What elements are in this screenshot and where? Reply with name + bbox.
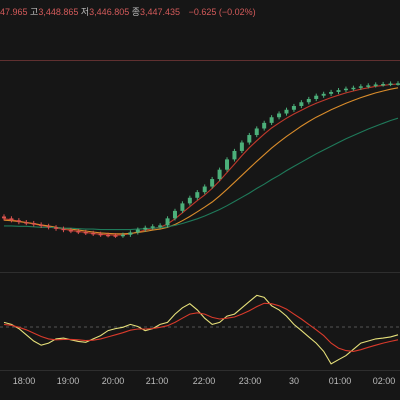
close-value: 3,447.435 xyxy=(140,7,181,17)
oscillator-fast-line xyxy=(3,294,399,365)
candle-body xyxy=(143,227,148,230)
low-label: 저 xyxy=(80,7,90,17)
candle-body xyxy=(31,223,36,225)
candle-body xyxy=(46,225,51,228)
candle-body xyxy=(314,95,319,99)
candle-body xyxy=(210,179,215,187)
candle-body xyxy=(158,225,163,227)
ma-slow-line xyxy=(4,117,399,231)
candle-body xyxy=(239,142,244,151)
open-value: 47.965 xyxy=(0,7,28,17)
time-tick-label: 18:00 xyxy=(12,376,36,386)
candle-body xyxy=(329,91,334,94)
price-chart[interactable] xyxy=(0,0,400,372)
candle-body xyxy=(358,86,363,88)
candle-body xyxy=(232,150,237,160)
candle-body xyxy=(217,169,222,180)
candle-body xyxy=(284,109,289,114)
candle-body xyxy=(343,88,348,91)
ohlc-legend: 47.965 고3,448.865 저3,446.805 종3,447.435 … xyxy=(0,4,256,20)
oscillator-signal-line xyxy=(3,302,399,352)
candle-body xyxy=(9,218,14,221)
candle-body xyxy=(54,227,59,229)
candle-body xyxy=(202,186,207,193)
candle-body xyxy=(225,159,230,170)
candle-body xyxy=(195,192,200,198)
high-label: 고 xyxy=(30,7,39,17)
candle-body xyxy=(351,87,356,90)
candle-body xyxy=(120,234,125,237)
candle-body xyxy=(306,98,311,103)
candle-body xyxy=(269,117,274,123)
time-tick-label: 30 xyxy=(288,376,300,386)
candle-body xyxy=(366,85,371,87)
candle-body xyxy=(16,220,21,223)
time-tick-label: 22:00 xyxy=(192,376,216,386)
candle-body xyxy=(187,197,192,204)
candle-body xyxy=(91,232,96,235)
low-value: 3,446.805 xyxy=(89,7,130,17)
candle-body xyxy=(254,128,259,136)
candle-body xyxy=(135,229,140,233)
candle-body xyxy=(83,231,88,234)
candle-body xyxy=(24,222,29,224)
time-tick-label: 01:00 xyxy=(328,376,352,386)
candle-body xyxy=(113,235,118,237)
candle-body xyxy=(291,106,296,110)
candle-body xyxy=(150,226,155,228)
time-tick-label: 20:00 xyxy=(101,376,125,386)
candle-body xyxy=(106,234,111,237)
candle-body xyxy=(321,93,326,96)
candle-body xyxy=(98,233,103,236)
candle-body xyxy=(277,113,282,118)
time-tick-label: 19:00 xyxy=(56,376,80,386)
candle-body xyxy=(396,83,400,85)
candle-body xyxy=(381,84,386,86)
change-value: −0.625 (−0.02%) xyxy=(188,7,256,17)
candle-body xyxy=(76,231,81,233)
candle-body xyxy=(247,135,252,143)
candle-body xyxy=(165,218,170,226)
candle-body xyxy=(388,83,393,86)
candle-body xyxy=(180,203,185,211)
candle-body xyxy=(262,122,267,129)
time-tick-label: 02:00 xyxy=(372,376,396,386)
candle-body xyxy=(373,84,378,86)
close-label: 종 xyxy=(131,7,141,17)
candle-body xyxy=(61,228,66,231)
high-value: 3,448.865 xyxy=(38,7,79,17)
candle-body xyxy=(299,102,304,107)
candle-body xyxy=(336,90,341,92)
time-axis: 18:00 19:00 20:00 21:00 22:00 23:00 30 01:00 02:… xyxy=(0,372,400,394)
candle-body xyxy=(128,232,133,235)
candle-body xyxy=(68,230,73,232)
candle-body xyxy=(39,224,44,226)
time-tick-label: 23:00 xyxy=(238,376,262,386)
time-tick-label: 21:00 xyxy=(145,376,169,386)
candle-body xyxy=(172,210,177,219)
ma-mid-line xyxy=(3,87,399,235)
candle-body xyxy=(2,216,6,219)
